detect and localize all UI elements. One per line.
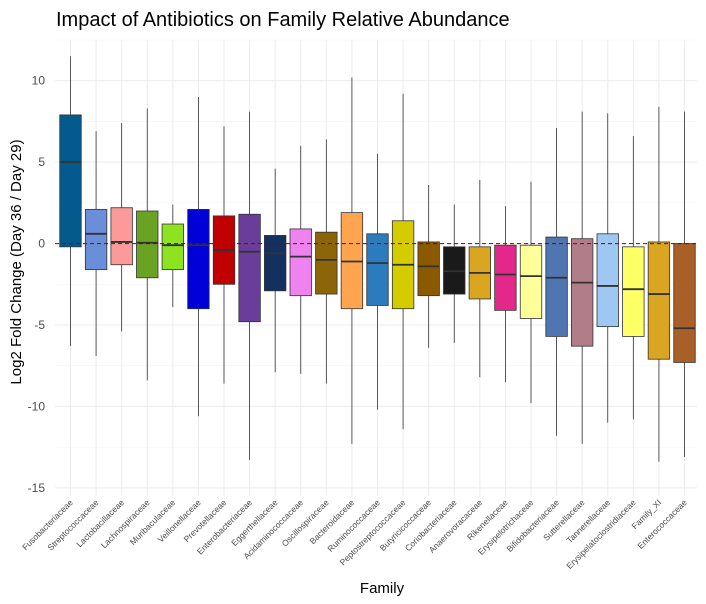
box-series: [59, 56, 696, 462]
box-body: [673, 243, 696, 363]
box-family-xi: [647, 106, 671, 462]
box-body: [110, 207, 133, 266]
box-body: [264, 235, 287, 292]
y-tick-labels: -15 -10 -5 0 5 10: [28, 74, 46, 495]
box-body: [545, 236, 568, 337]
box-body: [289, 228, 312, 297]
box-body: [187, 208, 210, 310]
box-body: [494, 244, 517, 311]
box-rikenellaceae: [494, 206, 517, 382]
box-acidaminococcaceae: [289, 145, 312, 374]
y-tick-label: -10: [28, 399, 46, 413]
box-bacteroidaceae: [340, 77, 364, 444]
box-enterococcaceae: [673, 111, 696, 457]
box-body: [84, 208, 108, 271]
box-body: [622, 246, 645, 337]
box-erysipelotrichaceae: [519, 181, 543, 404]
box-bifidobacteriaceae: [545, 127, 568, 436]
box-sutterellaceae: [571, 111, 594, 444]
box-body: [417, 241, 440, 297]
box-ruminococcaceae: [366, 154, 389, 410]
box-body: [161, 223, 184, 271]
box-erysipelatoclostridiaceae: [622, 136, 645, 420]
box-body: [136, 210, 159, 279]
box-body: [519, 244, 543, 319]
box-fusobacteriaceae: [59, 56, 82, 347]
chart-title: Impact of Antibiotics on Family Relative…: [56, 9, 510, 31]
box-butyricicoccaceae: [417, 184, 440, 348]
box-body: [366, 233, 389, 306]
box-body: [596, 233, 619, 328]
box-anaerovoracaceae: [468, 180, 491, 378]
x-axis-title: Family: [360, 580, 405, 597]
box-body: [571, 238, 594, 347]
y-tick-label: -15: [28, 481, 46, 495]
box-body: [315, 231, 338, 295]
box-coriobacteriaceae: [443, 204, 466, 343]
box-streptococcaceae: [84, 131, 108, 356]
box-tannerellaceae: [596, 113, 619, 423]
box-body: [647, 241, 671, 360]
y-axis-title: Log2 Fold Change (Day 36 / Day 29): [8, 139, 25, 384]
box-prevotellaceae: [212, 126, 236, 384]
box-lachnospiraceae: [136, 108, 159, 381]
box-enterobacteriaceae: [238, 111, 261, 461]
box-oscillospiraceae: [315, 139, 338, 384]
box-eggerthellaceae: [264, 168, 287, 373]
y-tick-label: 0: [38, 237, 45, 251]
box-veillonellaceae: [187, 97, 210, 417]
box-peptostreptococcaceae: [391, 93, 415, 430]
y-tick-label: 5: [38, 155, 45, 169]
box-body: [59, 114, 82, 248]
box-body: [238, 213, 261, 323]
box-muribaculaceae: [161, 204, 184, 308]
box-lactobacillaceae: [110, 123, 133, 332]
y-tick-label: -5: [34, 318, 45, 332]
y-tick-label: 10: [32, 74, 46, 88]
